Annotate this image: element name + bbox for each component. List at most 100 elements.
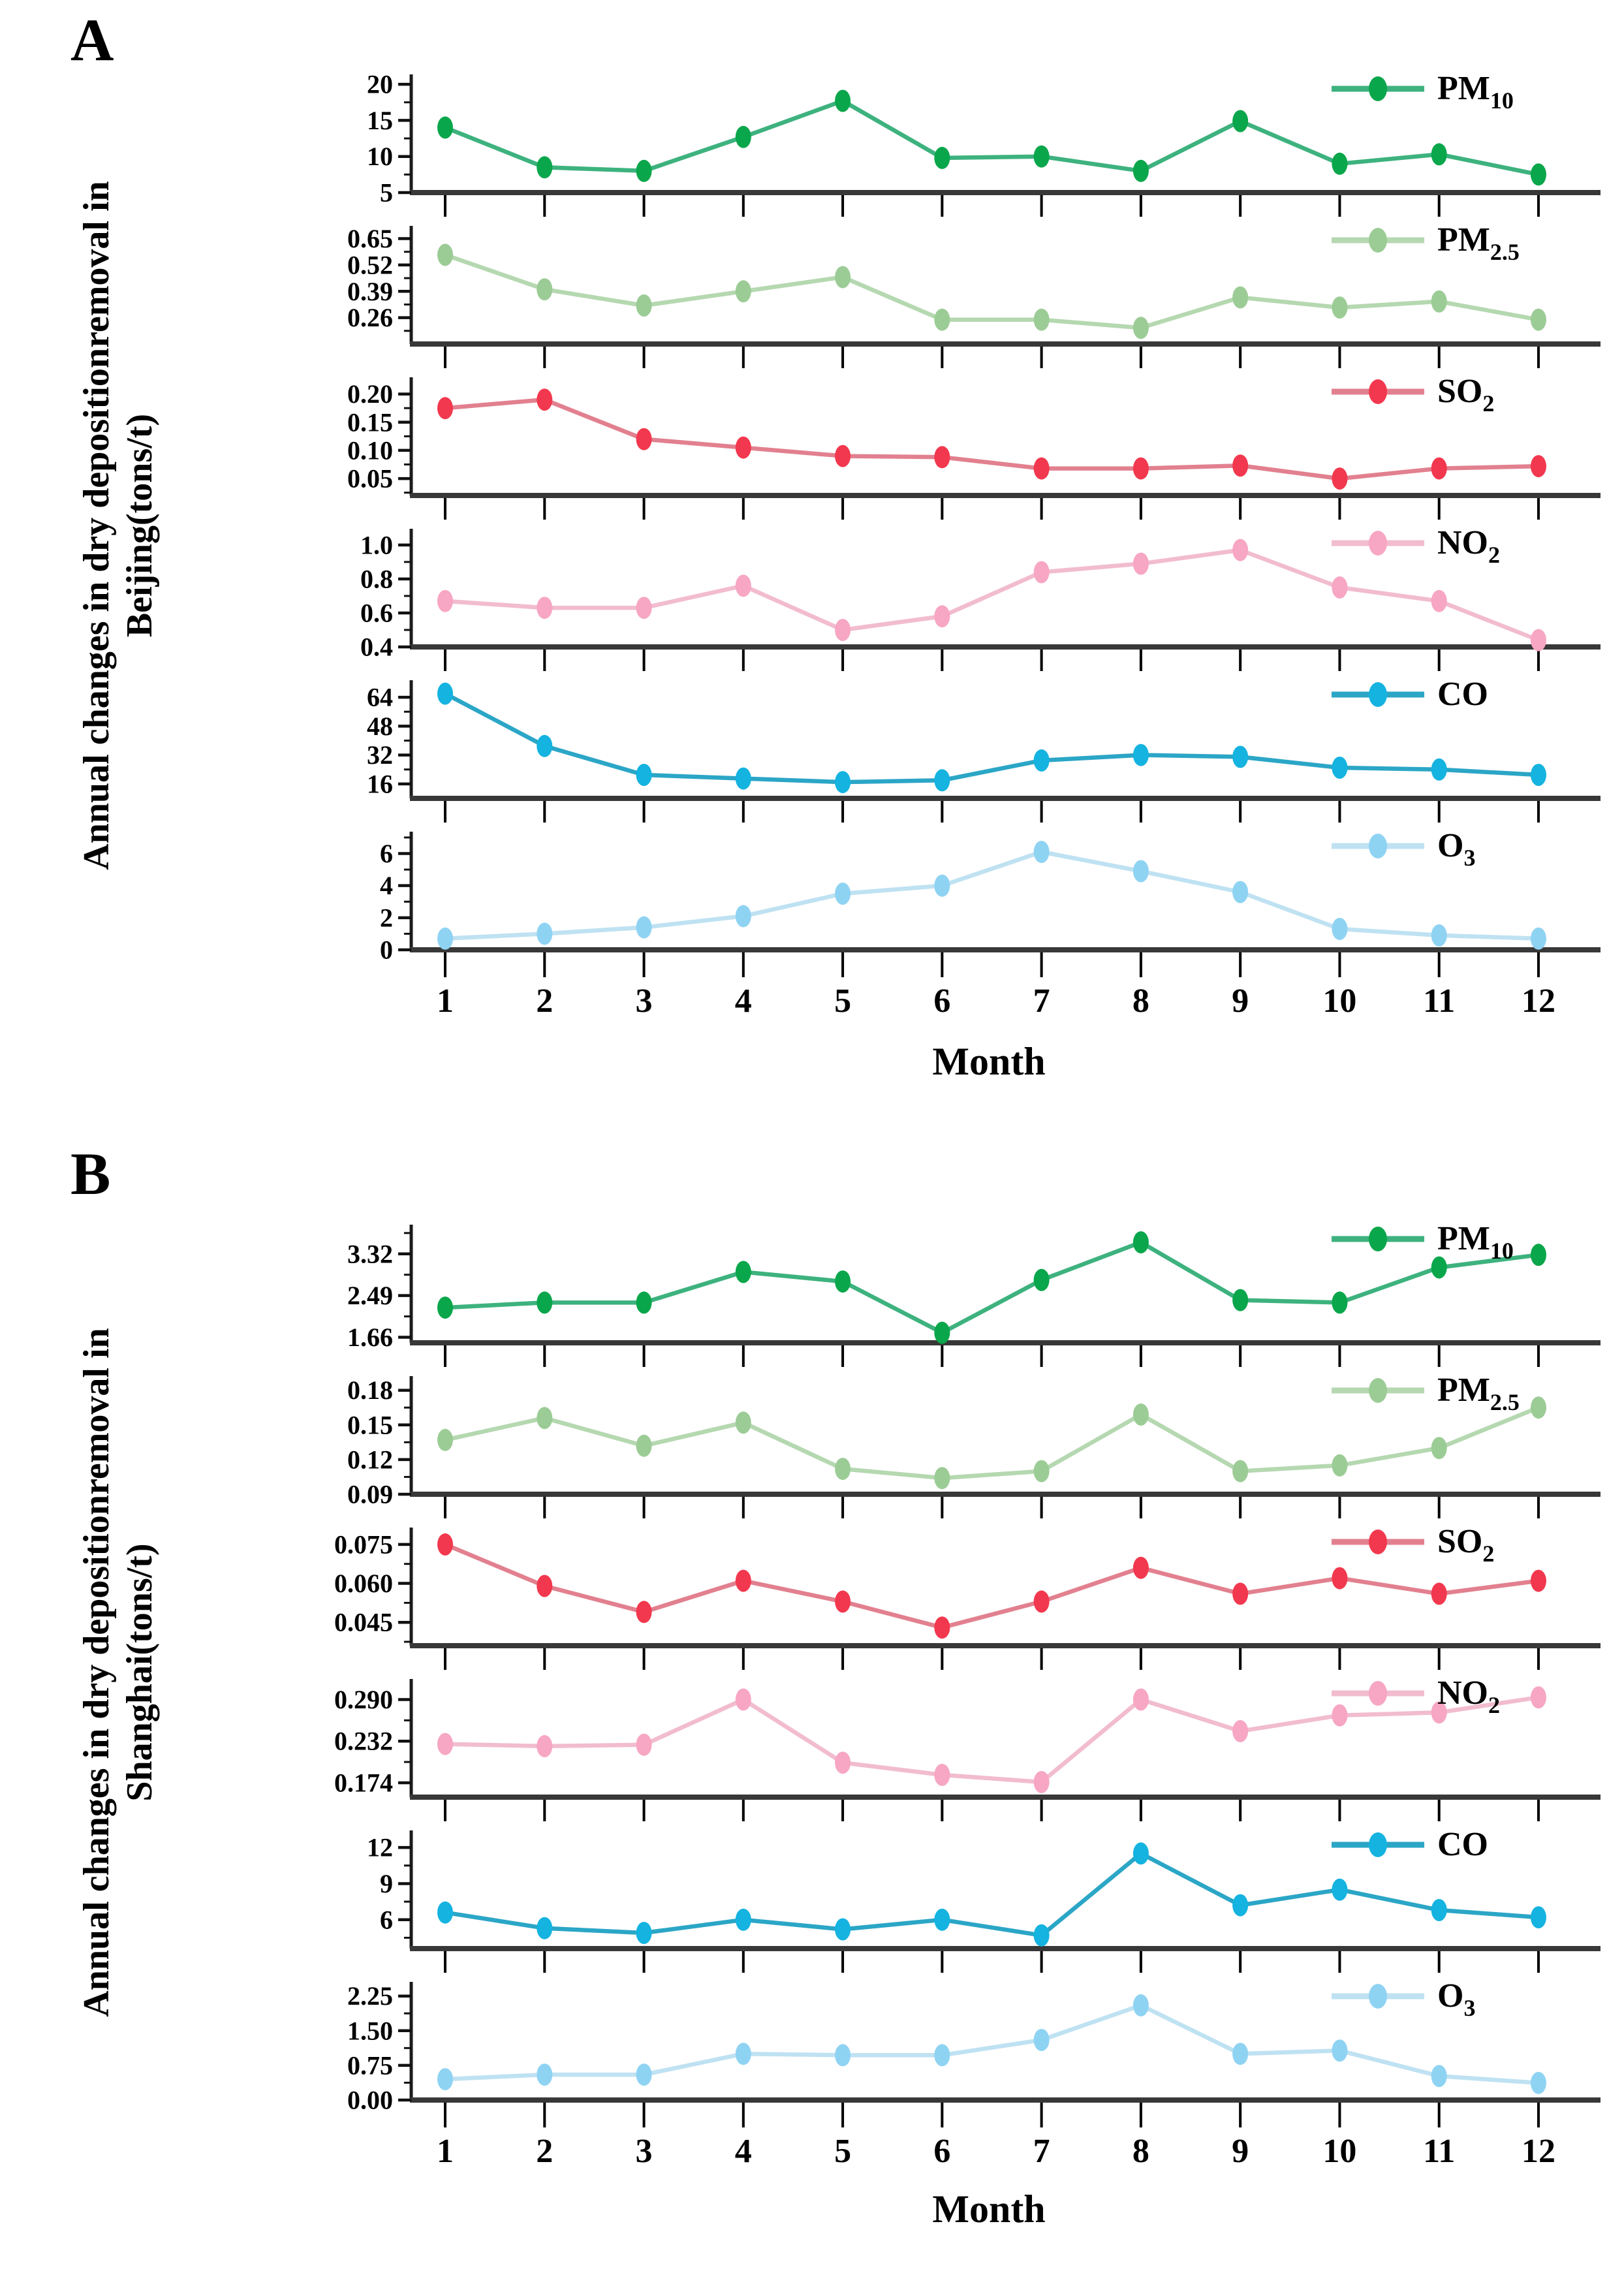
data-point [835, 2044, 851, 2067]
data-point [735, 1261, 751, 1283]
data-point [1132, 1842, 1149, 1865]
legend-O3: O3 [1332, 1977, 1475, 2021]
month-label: 2 [536, 2133, 553, 2170]
axes [409, 226, 1601, 368]
data-point [537, 156, 553, 179]
data-point [1530, 163, 1546, 186]
data-point [1232, 881, 1249, 903]
data-point [437, 116, 453, 139]
data-point [437, 2068, 453, 2091]
data-point [934, 1467, 950, 1490]
legend-marker-icon [1369, 1832, 1387, 1857]
data-point [1132, 744, 1149, 766]
axes [409, 377, 1601, 520]
subchart-B-NO2: 0.290 0.232 0.174 NO2 [334, 1674, 1601, 1821]
y-ticks: 0.18 0.15 0.12 0.09 [347, 1375, 411, 1509]
month-label: 3 [636, 982, 653, 1020]
data-point [835, 1751, 851, 1774]
data-point [636, 1601, 652, 1623]
series-line-O3 [445, 849, 1539, 941]
y-tick-label: 0.045 [334, 1608, 393, 1637]
data-point [934, 146, 950, 169]
data-point [1033, 457, 1050, 480]
data-point [1530, 455, 1546, 478]
data-point [1530, 629, 1546, 651]
data-point [934, 874, 950, 897]
series-line-NO2 [445, 1695, 1539, 1785]
data-point [636, 428, 652, 450]
y-tick-label: 16 [367, 769, 393, 798]
y-tick-label: 4 [380, 871, 393, 900]
data-point [1431, 1899, 1447, 1921]
panel-a-letter: A [70, 7, 114, 73]
series-line-O3 [445, 2003, 1539, 2086]
series-line-PM2.5 [445, 1405, 1540, 1481]
data-points-NO2 [437, 1686, 1546, 1793]
data-point [1232, 745, 1249, 768]
month-label: 1 [437, 2133, 454, 2170]
y-ticks: 12 9 6 [367, 1833, 411, 1939]
y-tick-label: 6 [380, 1905, 393, 1934]
panel-b-letter: B [70, 1140, 111, 1207]
series-line-NO2 [445, 548, 1540, 642]
data-point [1431, 1256, 1447, 1279]
data-point [636, 159, 652, 182]
legend-label: O3 [1437, 827, 1475, 871]
legend-marker-icon [1369, 834, 1387, 858]
month-label: 6 [933, 982, 950, 1020]
axes [409, 680, 1601, 823]
legend-marker-icon [1369, 1984, 1387, 2009]
data-point [636, 2063, 652, 2086]
month-label: 6 [933, 2133, 950, 2170]
y-tick-label: 2.49 [347, 1281, 393, 1310]
month-label: 5 [834, 982, 851, 1020]
y-ticks: 1.0 0.8 0.6 0.4 [360, 530, 411, 662]
data-point [1332, 1454, 1348, 1477]
data-point [835, 1458, 851, 1481]
data-point [537, 1734, 553, 1757]
data-point [835, 266, 851, 289]
y-tick-label: 3.32 [347, 1239, 393, 1268]
y-tick-label: 0.75 [347, 2050, 393, 2080]
data-point [636, 294, 652, 317]
month-label: 1 [437, 982, 454, 1020]
data-point [735, 1688, 751, 1711]
y-tick-label: 0.8 [360, 564, 393, 593]
data-point [1530, 927, 1546, 950]
data-points-PM2.5 [437, 1396, 1546, 1490]
data-point [636, 1922, 652, 1944]
data-point [934, 1321, 950, 1344]
panel-a-y-axis-label-line1: Annual changes in dry depositionremoval … [76, 181, 117, 870]
data-point [735, 905, 751, 928]
data-point [1033, 1590, 1050, 1613]
y-tick-label: 0.4 [360, 633, 393, 662]
data-point [1332, 152, 1348, 175]
data-point [1232, 539, 1249, 561]
y-tick-label: 0.20 [347, 379, 393, 409]
y-ticks: 20 15 10 5 [367, 70, 411, 208]
data-point [1132, 1688, 1149, 1711]
panel-b-x-axis-title: Month [932, 2188, 1046, 2231]
data-point [735, 574, 751, 597]
data-point [636, 764, 652, 786]
data-point [636, 1291, 652, 1314]
y-tick-label: 32 [367, 740, 393, 770]
month-label: 5 [834, 2133, 851, 2170]
data-point [537, 597, 553, 620]
data-point [1431, 2065, 1447, 2088]
data-point [1431, 457, 1447, 480]
data-points-SO2 [437, 388, 1546, 490]
data-point [1033, 1268, 1050, 1291]
data-point [934, 2044, 950, 2067]
data-point [1530, 1569, 1546, 1592]
data-point [537, 2063, 553, 2086]
data-point [1332, 296, 1348, 319]
data-point [835, 1918, 851, 1941]
panel-a-x-axis-title: Month [932, 1040, 1046, 1083]
y-tick-label: 2.25 [347, 1981, 393, 2011]
data-point [735, 1411, 751, 1434]
data-point [835, 1590, 851, 1613]
data-point [1033, 749, 1050, 772]
y-tick-label: 0 [380, 935, 393, 965]
